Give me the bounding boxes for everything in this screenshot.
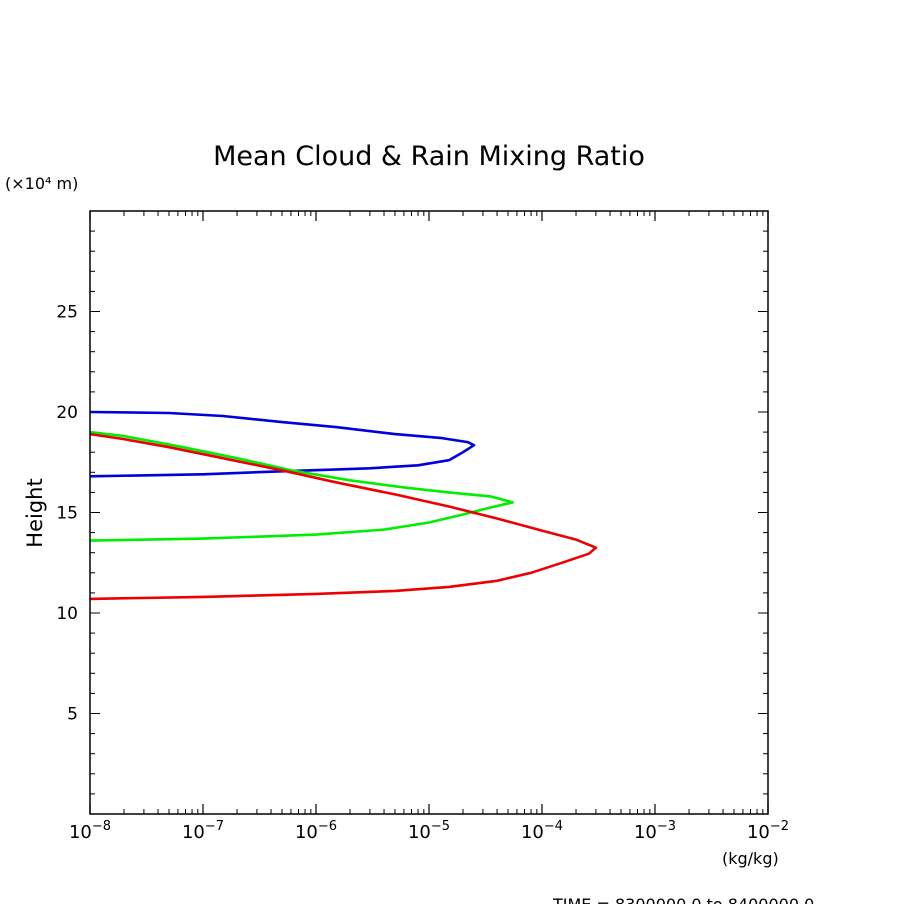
x-tick-label: 10−7 (182, 819, 224, 843)
x-tick-label: 10−5 (408, 819, 450, 843)
y-tick-label: 20 (56, 403, 78, 423)
axis-ticks (89, 211, 769, 814)
y-tick-label: 25 (56, 303, 78, 323)
series-line-1 (89, 410, 476, 478)
time-range-footer: TIME = 8300000.0 to 8400000.0 (552, 895, 814, 904)
chart-title: Mean Cloud & Rain Mixing Ratio (213, 141, 645, 172)
x-axis-unit-label: (kg/kg) (722, 849, 779, 868)
y-tick-label: 15 (56, 504, 78, 524)
x-tick-label: 10−3 (634, 819, 676, 843)
y-axis-label: Height (23, 478, 47, 547)
y-axis-unit-label: (×10⁴ m) (5, 174, 78, 193)
plot-frame (89, 210, 769, 815)
y-tick-labels: 5 10 15 20 25 (56, 303, 78, 725)
y-tick-label: 5 (67, 705, 78, 725)
x-tick-labels: 10−8 10−7 10−6 10−5 10−4 10−3 10−2 (69, 819, 789, 843)
series-line-3 (89, 432, 598, 601)
plot-lines (89, 410, 598, 601)
y-tick-label: 10 (56, 604, 78, 624)
x-tick-label: 10−6 (295, 819, 337, 843)
series-line-2 (89, 430, 515, 542)
x-tick-label: 10−2 (747, 819, 789, 843)
x-tick-label: 10−8 (69, 819, 111, 843)
x-tick-label: 10−4 (521, 819, 563, 843)
